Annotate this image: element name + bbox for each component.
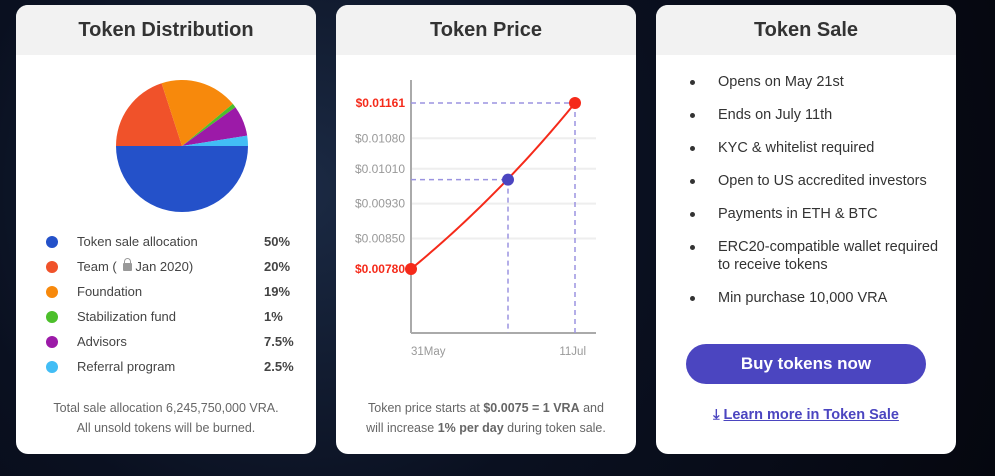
lock-date: Jan 2020) (135, 259, 194, 274)
lock-icon (123, 258, 133, 271)
card-title: Token Distribution (16, 5, 316, 55)
legend-item: Advisors 7.5% (46, 329, 296, 354)
legend-item: Foundation 19% (46, 279, 296, 304)
learn-more-label[interactable]: Learn more in Token Sale (723, 407, 899, 423)
legend-item: Team ( Jan 2020) 20% (46, 254, 296, 279)
list-item: Opens on May 21st (686, 73, 946, 91)
legend-dot (46, 335, 58, 348)
legend-dot (46, 360, 58, 373)
legend-dot (46, 260, 58, 273)
pie-slice (182, 135, 248, 146)
legend-value: 19% (264, 284, 291, 299)
note-line: Total sale allocation 6,245,750,000 VRA. (53, 401, 279, 415)
legend-item: Token sale allocation 50% (46, 229, 296, 254)
list-item: ERC20-compatible wallet required to rece… (686, 238, 946, 274)
pie-slice (116, 83, 182, 146)
y-tick-label: $0.00930 (355, 197, 405, 211)
distribution-note: Total sale allocation 6,245,750,000 VRA.… (16, 398, 316, 438)
legend-text: Advisors (77, 334, 127, 349)
pie-slice (182, 103, 236, 146)
price-point (502, 173, 514, 186)
price-point (569, 97, 581, 109)
note-text: and will increase (366, 401, 604, 435)
legend-dot (46, 310, 58, 323)
card-title: Token Price (336, 5, 636, 55)
legend-item: Referral program 2.5% (46, 354, 296, 379)
legend-value: 20% (264, 259, 291, 274)
legend-value: 2.5% (264, 359, 294, 374)
legend-dot (46, 285, 58, 298)
legend-text: Team ( (77, 259, 117, 274)
pie-slice (182, 107, 248, 146)
distribution-pie-chart (116, 80, 248, 212)
legend-text: Token sale allocation (77, 234, 198, 249)
token-distribution-card: Token Distribution Token sale allocation… (16, 5, 316, 454)
note-text: Token price starts at (368, 401, 484, 415)
price-line (410, 102, 576, 270)
list-item: Open to US accredited investors (686, 172, 946, 190)
pie-slice (116, 146, 248, 212)
card-title: Token Sale (656, 5, 956, 55)
legend-dot (46, 235, 58, 248)
y-tick-label: $0.01010 (355, 162, 405, 176)
start-price: $0.0075 = 1 VRA (483, 401, 580, 415)
price-point (405, 263, 417, 275)
token-price-card: Token Price $0.00780 $0.00850 $0.00930 $0.0… (336, 5, 636, 454)
legend-label: Advisors (77, 334, 264, 349)
legend-label: Stabilization fund (77, 309, 264, 324)
buy-tokens-button[interactable]: Buy tokens now (686, 344, 926, 384)
x-tick-label: 31May (411, 346, 446, 358)
x-tick-label: 11Jul (559, 346, 586, 358)
pie-slice (161, 80, 233, 146)
list-item: Ends on July 11th (686, 106, 946, 124)
y-tick-label: $0.00780 (355, 262, 405, 276)
legend-label: Team ( Jan 2020) (77, 258, 264, 274)
legend-label: Foundation (77, 284, 264, 299)
note-line: All unsold tokens will be burned. (76, 421, 256, 435)
legend-text: Foundation (77, 284, 143, 299)
sale-details-list: Opens on May 21st Ends on July 11th KYC … (686, 73, 946, 322)
legend-value: 1% (264, 309, 283, 324)
y-tick-label: $0.01161 (356, 96, 406, 110)
y-tick-label: $0.00850 (355, 232, 405, 246)
list-item: Payments in ETH & BTC (686, 205, 946, 223)
legend-item: Stabilization fund 1% (46, 304, 296, 329)
token-price-chart: $0.00780 $0.00850 $0.00930 $0.01010 $0.01080… (355, 80, 596, 358)
daily-increase: 1% per day (437, 421, 504, 435)
download-arrow-icon: ⤓ (713, 407, 720, 423)
token-sale-card: Token Sale Opens on May 21st Ends on Jul… (656, 5, 956, 454)
price-note: Token price starts at $0.0075 = 1 VRA an… (336, 398, 636, 438)
legend-value: 50% (264, 234, 291, 249)
legend-text: Referral program (77, 359, 176, 374)
legend-value: 7.5% (264, 334, 294, 349)
list-item: KYC & whitelist required (686, 139, 946, 157)
distribution-legend: Token sale allocation 50% Team ( Jan 2020… (46, 229, 296, 379)
legend-text: Stabilization fund (77, 309, 177, 324)
legend-label: Token sale allocation (77, 234, 264, 249)
legend-label: Referral program (77, 359, 264, 374)
list-item: Min purchase 10,000 VRA (686, 289, 946, 307)
y-tick-label: $0.01080 (355, 131, 405, 145)
learn-more-link[interactable]: ⤓ Learn more in Token Sale (656, 407, 956, 423)
note-text: during token sale. (503, 421, 606, 435)
